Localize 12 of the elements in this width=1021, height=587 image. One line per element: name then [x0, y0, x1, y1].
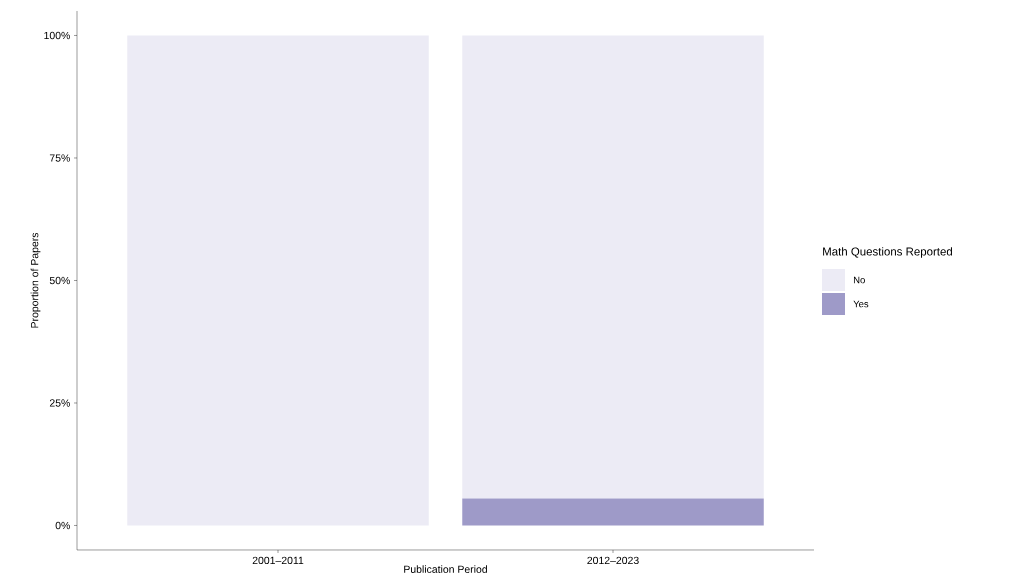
y-tick-label: 100% [44, 31, 70, 40]
x-tick-label: 2012–2023 [587, 556, 639, 565]
y-tick-label: 75% [49, 154, 70, 162]
x-tick-label: 2001–2011 [252, 556, 304, 565]
y-tick-label: 25% [49, 399, 70, 407]
legend-label: No [853, 276, 865, 284]
legend-title: Math Questions Reported [823, 247, 952, 258]
x-axis-title: Publication Period [404, 565, 487, 573]
y-tick-label: 0% [55, 521, 70, 530]
y-axis-title: Proportion of Papers [30, 232, 41, 328]
legend-label: Yes [853, 300, 869, 308]
y-tick-label: 50% [49, 276, 70, 285]
